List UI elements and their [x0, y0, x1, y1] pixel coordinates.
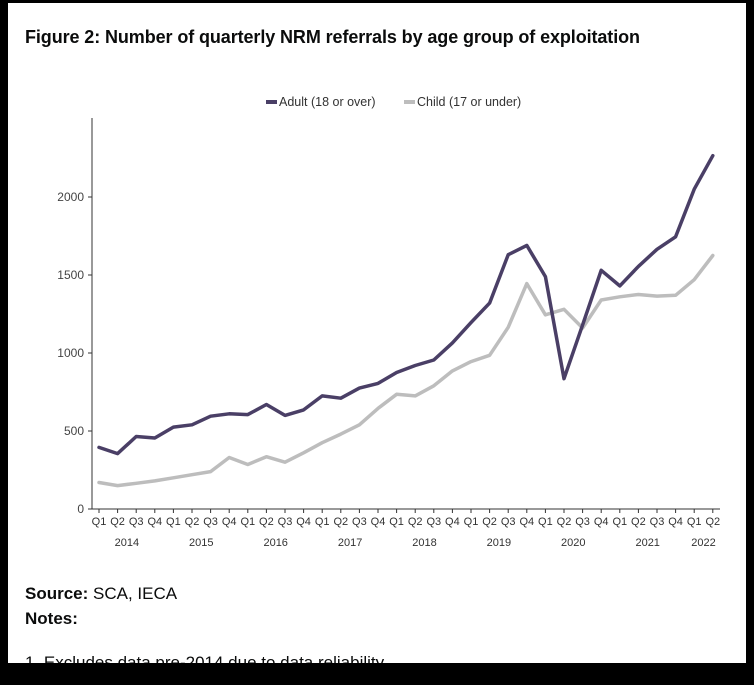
- figure-card: Figure 2: Number of quarterly NRM referr…: [8, 3, 746, 663]
- x-tick-label: Q4: [445, 516, 460, 528]
- y-tick-label: 0: [77, 502, 84, 516]
- x-tick-label: Q2: [185, 516, 200, 528]
- x-tick-label: Q3: [426, 516, 441, 528]
- year-label: 2019: [487, 537, 511, 549]
- x-tick-label: Q2: [705, 516, 720, 528]
- x-tick-label: Q1: [538, 516, 553, 528]
- x-tick-label: Q1: [240, 516, 255, 528]
- x-tick-label: Q4: [668, 516, 683, 528]
- x-tick-label: Q4: [147, 516, 162, 528]
- x-tick-label: Q2: [408, 516, 423, 528]
- year-label: 2021: [635, 537, 659, 549]
- x-tick-label: Q1: [315, 516, 330, 528]
- x-tick-label: Q3: [352, 516, 367, 528]
- y-tick-label: 2000: [57, 190, 84, 204]
- x-tick-label: Q2: [482, 516, 497, 528]
- x-tick-label: Q3: [575, 516, 590, 528]
- x-tick-label: Q1: [612, 516, 627, 528]
- x-tick-label: Q3: [650, 516, 665, 528]
- source-value: SCA, IECA: [93, 584, 177, 603]
- note-item: 1. Excludes data pre-2014 due to data re…: [25, 653, 384, 663]
- x-tick-label: Q2: [557, 516, 572, 528]
- x-tick-label: Q1: [92, 516, 107, 528]
- x-tick-label: Q2: [110, 516, 125, 528]
- legend-label: Child (17 or under): [417, 95, 521, 109]
- year-label: 2022: [691, 537, 715, 549]
- x-tick-label: Q4: [594, 516, 609, 528]
- x-tick-label: Q1: [166, 516, 181, 528]
- year-label: 2015: [189, 537, 213, 549]
- x-tick-label: Q3: [501, 516, 516, 528]
- source-line: Source: SCA, IECA: [25, 584, 177, 604]
- y-tick-label: 1500: [57, 268, 84, 282]
- legend-label: Adult (18 or over): [279, 95, 376, 109]
- year-label: 2014: [115, 537, 139, 549]
- x-tick-label: Q2: [631, 516, 646, 528]
- x-tick-label: Q1: [389, 516, 404, 528]
- x-tick-label: Q3: [203, 516, 218, 528]
- y-tick-label: 500: [64, 424, 84, 438]
- x-tick-label: Q1: [687, 516, 702, 528]
- year-label: 2016: [263, 537, 287, 549]
- x-tick-label: Q4: [222, 516, 237, 528]
- y-tick-label: 1000: [57, 346, 84, 360]
- x-tick-label: Q4: [296, 516, 311, 528]
- notes-heading: Notes:: [25, 609, 78, 629]
- x-tick-label: Q2: [333, 516, 348, 528]
- year-label: 2017: [338, 537, 362, 549]
- x-tick-label: Q4: [519, 516, 534, 528]
- year-label: 2018: [412, 537, 436, 549]
- x-tick-label: Q3: [278, 516, 293, 528]
- source-label: Source:: [25, 584, 88, 603]
- x-tick-label: Q4: [371, 516, 386, 528]
- x-tick-label: Q2: [259, 516, 274, 528]
- x-tick-label: Q1: [464, 516, 479, 528]
- x-tick-label: Q3: [129, 516, 144, 528]
- series-line: [99, 156, 713, 454]
- year-label: 2020: [561, 537, 585, 549]
